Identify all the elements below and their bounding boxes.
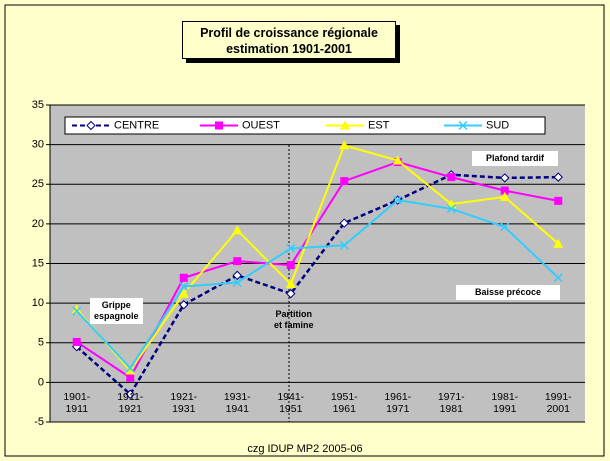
x-tick-label: 1941- 1951 (277, 391, 305, 416)
legend-marker (458, 120, 468, 131)
legend-box (64, 116, 546, 135)
chart-title: Profil de croissance régionale (200, 26, 378, 40)
point (232, 225, 243, 235)
point (125, 363, 135, 373)
annotation: Plafond tardif (472, 151, 558, 166)
point (393, 195, 403, 205)
point (553, 172, 563, 182)
chart-subtitle: estimation 1901-2001 (226, 42, 352, 56)
x-tick-label: 1961- 1971 (384, 391, 412, 416)
point (500, 173, 510, 183)
x-tick-label: 1931- 1941 (223, 391, 251, 416)
point (71, 304, 82, 314)
y-tick-label: 25 (32, 178, 44, 190)
point (178, 288, 189, 298)
point (553, 238, 564, 248)
x-tick-label: 1911- 1921 (117, 391, 144, 416)
series-line (76, 199, 559, 370)
point (126, 373, 135, 382)
legend-marker (215, 121, 223, 130)
x-tick-label: 1951- 1961 (330, 391, 358, 416)
point (339, 140, 350, 150)
point (125, 389, 135, 399)
point (179, 300, 189, 310)
point (446, 204, 456, 214)
point (233, 257, 242, 266)
y-tick-label: 5 (38, 337, 44, 349)
point (232, 277, 242, 288)
frame (4, 4, 605, 457)
y-tick-label: -5 (34, 416, 44, 428)
legend-label: OUEST (242, 119, 280, 131)
legend-marker (86, 120, 96, 131)
x-tick-label: 1981- 1991 (491, 391, 519, 416)
point (179, 281, 189, 292)
legend-marker (340, 120, 350, 130)
point (125, 365, 136, 375)
point (339, 240, 349, 250)
point (72, 306, 82, 316)
point (232, 270, 242, 281)
annotation: Baisse précoce (456, 285, 560, 300)
point (392, 155, 403, 165)
series-line (75, 173, 559, 397)
y-tick-label: 30 (32, 139, 44, 151)
point (447, 173, 456, 182)
point (500, 222, 510, 232)
annotation: Partition et famine (274, 309, 314, 330)
point (499, 191, 510, 201)
point (553, 273, 563, 283)
point (554, 196, 563, 205)
point (500, 186, 509, 195)
point (179, 273, 188, 282)
x-tick-label: 1991- 2001 (544, 391, 572, 416)
y-tick-label: 35 (32, 99, 44, 111)
point (286, 261, 295, 270)
y-tick-label: 15 (32, 257, 44, 269)
y-tick-label: 20 (32, 218, 44, 230)
series-line (75, 144, 559, 373)
point (286, 288, 296, 299)
x-tick-label: 1971- 1981 (437, 391, 465, 416)
point (286, 243, 296, 253)
legend-label: SUD (486, 119, 509, 131)
x-tick-label: 1901- 1911 (63, 391, 91, 416)
y-tick-label: 0 (38, 376, 44, 388)
title-box: Profil de croissance régionale estimatio… (182, 21, 396, 59)
annotation: Grippe espagnole (90, 298, 143, 324)
footer: czg IDUP MP2 2005-06 (247, 443, 363, 455)
legend-label: EST (368, 119, 390, 131)
x-tick-label: 1921- 1931 (170, 391, 198, 416)
y-tick-label: 10 (32, 297, 44, 309)
legend-label: CENTRE (114, 119, 159, 131)
point (285, 279, 296, 289)
point (339, 218, 349, 228)
point (72, 337, 81, 346)
point (340, 177, 349, 186)
